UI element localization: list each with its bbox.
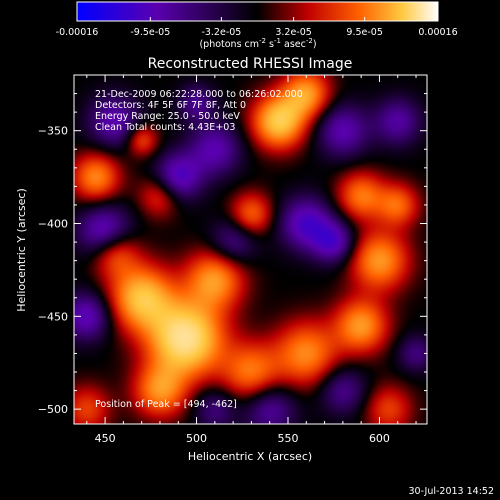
- colorbar-tick-label: 0.00016: [418, 27, 457, 38]
- colorbar: -0.00016 -9.5e-05 -3.2e-05 3.2e-05 9.5e-05 0.…: [56, 1, 458, 50]
- colorbar-tick-label: 3.2e-05: [275, 27, 311, 38]
- x-tick-label: 550: [277, 432, 298, 445]
- colorbar-tick-label: -9.5e-05: [130, 27, 170, 38]
- peak-position: Position of Peak = [494, -462]: [95, 399, 237, 410]
- chart-title: Reconstructed RHESSI Image: [148, 56, 353, 72]
- heatmap-image: [74, 75, 427, 424]
- colorbar-tick-label: 9.5e-05: [346, 27, 382, 38]
- observation-info: 21-Dec-2009 06:22:28.000 to 06:26:02.000…: [95, 89, 303, 133]
- x-tick-label: 450: [95, 432, 116, 445]
- info-line: Clean Total counts: 4.43E+03: [95, 122, 235, 133]
- colorbar-tick-label: -0.00016: [56, 27, 99, 38]
- y-tick-label: −500: [38, 403, 68, 416]
- x-tick-labels: 450 500 550 600: [95, 432, 390, 445]
- timestamp: 30-Jul-2013 14:52: [408, 486, 494, 497]
- info-line: Detectors: 4F 5F 6F 7F 8F, Att 0: [95, 100, 246, 111]
- y-tick-label: −450: [38, 310, 68, 323]
- y-tick-label: −400: [38, 218, 68, 231]
- colorbar-tick-labels: -0.00016 -9.5e-05 -3.2e-05 3.2e-05 9.5e-05 0.…: [56, 27, 458, 38]
- y-tick-label: −350: [38, 125, 68, 138]
- plot-area: [73, 74, 428, 425]
- info-line: Energy Range: 25.0 - 50.0 keV: [95, 111, 240, 122]
- colorbar-ticks: [76, 17, 439, 21]
- colorbar-gradient: [77, 2, 438, 21]
- x-tick-label: 500: [186, 432, 207, 445]
- x-axis-label: Heliocentric X (arcsec): [188, 450, 312, 463]
- y-axis-label: Heliocentric Y (arcsec): [15, 188, 28, 312]
- colorbar-tick-label: -3.2e-05: [201, 27, 241, 38]
- y-tick-labels: −500 −450 −400 −350: [38, 125, 68, 416]
- colorbar-frame: [76, 1, 439, 22]
- colorbar-units: (photons cm-2 s-1 asec-2): [199, 37, 316, 50]
- plot-frame: [73, 74, 428, 425]
- info-line: 21-Dec-2009 06:22:28.000 to 06:26:02.000: [95, 89, 303, 100]
- x-tick-label: 600: [369, 432, 390, 445]
